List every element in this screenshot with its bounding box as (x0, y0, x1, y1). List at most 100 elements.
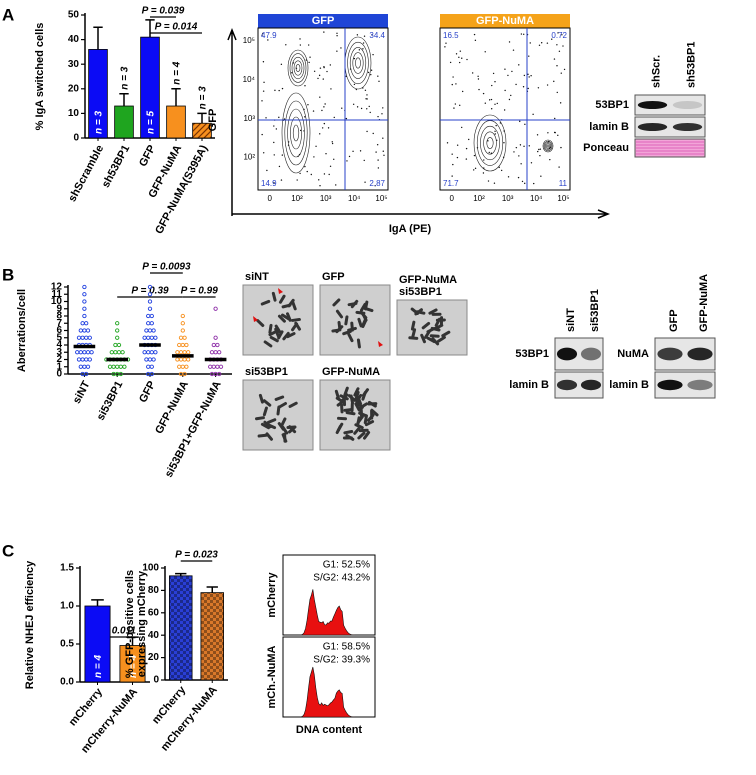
dot (89, 350, 94, 355)
chromosome (437, 335, 446, 343)
dot (87, 335, 92, 340)
event-dot (266, 169, 268, 172)
event-dot (533, 182, 535, 185)
bar (84, 605, 111, 683)
chromosome (274, 395, 285, 401)
event-dot (307, 104, 309, 106)
dot (76, 357, 82, 362)
chromosome (364, 420, 375, 427)
dot (142, 335, 147, 340)
chromosome (291, 317, 301, 322)
event-dot (558, 50, 561, 52)
dot (115, 335, 120, 340)
row-label: lamin B (589, 121, 629, 133)
dot (178, 350, 184, 355)
chromosome (420, 333, 426, 344)
dot (153, 350, 158, 355)
event-dot (454, 103, 457, 105)
event-dot (356, 34, 359, 36)
x-tick-label: GFP (137, 143, 158, 169)
event-dot (304, 85, 306, 87)
event-dot (507, 176, 510, 178)
event-dot (549, 158, 551, 161)
dot (184, 364, 189, 369)
sg2-label: S/G2: 43.2% (313, 573, 370, 584)
event-dot (365, 98, 367, 100)
p-value: P = 0.011 (94, 626, 136, 637)
y-tick-label: 0 (56, 369, 62, 380)
event-dot (280, 179, 283, 181)
event-dot (312, 110, 315, 112)
contour (542, 139, 554, 153)
x-tick-label: 10⁴ (348, 194, 361, 203)
event-dot (325, 152, 327, 155)
contour (281, 92, 311, 174)
y-tick-label: 40 (68, 34, 80, 45)
event-dot (281, 87, 284, 90)
event-dot (455, 53, 458, 55)
event-dot (331, 142, 334, 145)
event-dot (333, 116, 335, 119)
x-tick-label: GFP (137, 379, 158, 405)
blot-band (637, 101, 668, 109)
event-dot (299, 129, 302, 132)
dot (149, 364, 154, 369)
event-dot (504, 89, 506, 92)
chromosome (347, 332, 354, 343)
x-tick-label: 10⁵ (375, 194, 387, 203)
dot (213, 335, 218, 340)
dot (151, 328, 156, 333)
dot (211, 364, 216, 369)
dot (149, 335, 154, 340)
event-dot (261, 100, 263, 102)
event-dot (446, 142, 449, 144)
event-dot (383, 154, 385, 156)
chromosome (367, 402, 378, 406)
panel-label: C (2, 541, 14, 560)
event-dot (273, 182, 275, 184)
event-dot (376, 143, 379, 146)
error-bar (126, 636, 139, 646)
event-dot (323, 31, 325, 33)
event-dot (500, 169, 503, 172)
event-dot (377, 159, 379, 161)
chromosome (277, 330, 284, 340)
event-dot (557, 134, 559, 137)
row-label: lamin B (609, 379, 649, 391)
event-dot (291, 72, 293, 74)
event-dot (265, 117, 267, 119)
dot (175, 357, 180, 362)
n-label: n = 4 (128, 654, 139, 678)
dot (116, 342, 122, 348)
dot (115, 364, 120, 369)
event-dot (331, 141, 333, 143)
chromosome (343, 386, 349, 397)
y-tick-label: 10 (51, 296, 63, 307)
dot (82, 364, 87, 369)
event-dot (520, 33, 523, 35)
x-tick-label: 0 (449, 194, 454, 203)
event-dot (456, 156, 459, 159)
event-dot (261, 133, 263, 136)
dot (82, 306, 87, 311)
event-dot (318, 74, 321, 77)
error-bar (175, 572, 187, 576)
blot-band (657, 379, 683, 391)
y-tick-label: 7 (56, 318, 62, 329)
y-tick-label: 12 (51, 282, 63, 293)
dot (182, 371, 187, 377)
event-dot (477, 78, 480, 80)
event-dot (491, 84, 493, 87)
chromosome (343, 407, 354, 412)
event-dot (348, 155, 351, 158)
event-dot (519, 120, 521, 123)
event-dot (528, 76, 530, 78)
error-bar (171, 88, 181, 107)
blot-band (637, 123, 668, 131)
event-dot (306, 170, 308, 173)
chromosome (294, 321, 301, 331)
event-dot (496, 102, 498, 105)
y-axis-label: GFP (207, 109, 219, 132)
event-dot (369, 111, 371, 114)
event-dot (273, 154, 275, 156)
